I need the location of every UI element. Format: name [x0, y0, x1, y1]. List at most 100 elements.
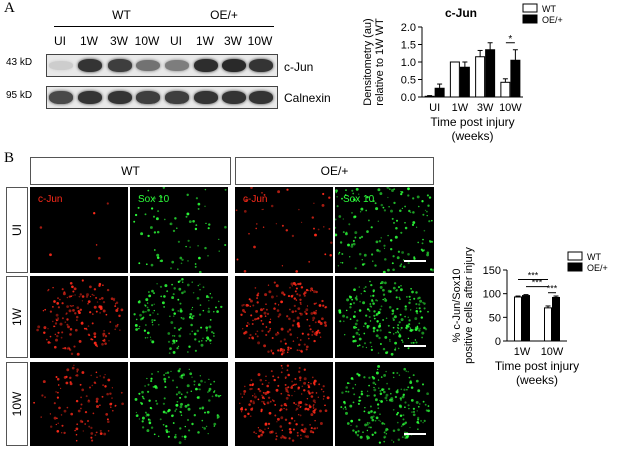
x-tick-label: 3W	[477, 102, 494, 114]
micrograph-10w-3	[235, 362, 333, 446]
cjun-band	[194, 58, 218, 73]
cjun-densitometry-chart: c-Jun 0.0 0.5 1.0 1.5 2.0 Densitometry (au)rel…	[362, 3, 563, 143]
stain-label: Sox 10	[343, 194, 375, 205]
significance-star: ***	[532, 278, 543, 288]
blot-strip-calnexin	[46, 86, 278, 109]
blot-group-wt-line	[54, 26, 172, 27]
bar-oe	[485, 49, 496, 98]
cjun-band	[165, 60, 189, 71]
cjun-band	[49, 61, 73, 70]
legend-swatch	[567, 262, 583, 272]
stain-label: c-Jun	[243, 194, 268, 205]
y-tick-label: 1.0	[401, 57, 416, 69]
legend-swatch	[522, 14, 538, 24]
micrograph-1w-3	[235, 276, 333, 358]
western-blot: WT OE/+ UI 1W 3W 10W UI 1W 3W 10W 43 kD 95 kD c…	[0, 0, 340, 115]
x-tick-label: 10W	[541, 346, 564, 358]
calnexin-band	[49, 91, 73, 104]
bar-wt	[544, 307, 552, 342]
calnexin-band	[222, 90, 246, 105]
bar-wt	[500, 81, 511, 98]
x-axis-label: Time post injury (weeks)	[495, 359, 579, 387]
group-header-oe: OE/+	[235, 157, 434, 185]
lane-label: UI	[54, 34, 66, 48]
row-label-10w: 10W	[6, 362, 28, 446]
significance-star: *	[508, 34, 512, 45]
group-header-wt: WT	[30, 157, 231, 185]
protein-label-cjun: c-Jun	[284, 60, 314, 74]
micrograph-10w-1	[30, 362, 128, 446]
lane-label: 1W	[196, 34, 214, 48]
blot-group-oe-line	[164, 26, 274, 27]
micrograph-1w-2	[130, 276, 228, 358]
calnexin-band	[108, 90, 132, 105]
scale-bar	[404, 260, 426, 262]
y-tick-label: 1.5	[401, 40, 416, 52]
micrograph-ui-1: c-Jun	[30, 187, 128, 273]
cjun-band	[249, 58, 273, 73]
cjun-band	[222, 58, 246, 73]
lane-label: 10W	[134, 34, 160, 48]
y-tick-label: 0	[495, 336, 501, 348]
y-tick-label: 0.5	[401, 75, 416, 87]
calnexin-band	[78, 90, 102, 105]
x-axis-label: Time post injury (weeks)	[430, 115, 514, 143]
bar-oe	[552, 296, 560, 342]
y-tick-label: 0.0	[401, 92, 416, 104]
size-marker-43: 43 kD	[6, 57, 33, 68]
row-label-ui: UI	[6, 187, 28, 273]
cjun-band	[108, 59, 132, 72]
x-tick-label: 10W	[499, 102, 522, 114]
legend-swatch	[522, 3, 538, 13]
size-marker-95: 95 kD	[6, 90, 33, 101]
blot-group-oe: OE/+	[210, 8, 238, 22]
y-axis-label: % c-Jun/Sox10positive cells after injury	[451, 247, 475, 364]
panel-letter-b: B	[4, 150, 15, 166]
bar-wt	[475, 56, 486, 98]
y-tick-label: 150	[483, 265, 501, 277]
y-tick-label: 2.0	[401, 22, 416, 34]
micrograph-ui-2: Sox 10	[130, 187, 228, 273]
legend-swatch	[567, 251, 583, 261]
bar-oe	[510, 59, 521, 98]
bar-wt	[449, 61, 460, 98]
cjun-band	[78, 58, 102, 73]
lane-label: 3W	[224, 34, 242, 48]
calnexin-band	[165, 91, 189, 104]
legend-label: OE/+	[542, 15, 563, 25]
calnexin-band	[136, 91, 160, 104]
scale-bar	[404, 345, 426, 347]
lane-label: UI	[170, 34, 182, 48]
calnexin-band	[194, 90, 218, 105]
bar-oe	[459, 66, 470, 98]
scale-bar	[404, 433, 426, 435]
legend-label: WT	[587, 252, 601, 262]
blot-group-wt: WT	[112, 8, 131, 22]
micrograph-1w-4	[335, 276, 434, 358]
y-tick-label: 100	[483, 289, 501, 301]
bar-wt	[514, 296, 522, 342]
bar-oe	[522, 295, 530, 342]
micrograph-ui-3: c-Jun	[235, 187, 333, 273]
x-tick-label: 1W	[452, 102, 469, 114]
micrograph-1w-1	[30, 276, 128, 358]
micrograph-ui-4: Sox 10	[335, 187, 434, 273]
chart-title: c-Jun	[445, 6, 477, 20]
significance-star: ***	[528, 270, 539, 280]
y-axis-label: Densitometry (au)relative to 1W WT	[362, 18, 386, 106]
stain-label: c-Jun	[38, 194, 63, 205]
calnexin-band	[249, 90, 273, 105]
micrograph-10w-2	[130, 362, 228, 446]
bar-oe	[434, 87, 445, 98]
blot-strip-cjun	[46, 54, 278, 77]
micrograph-10w-4	[335, 362, 434, 446]
lane-label: 3W	[110, 34, 128, 48]
lane-label: 10W	[247, 34, 273, 48]
x-tick-label: 1W	[514, 346, 531, 358]
panel-letter-a: A	[4, 0, 15, 16]
legend-label: OE/+	[587, 263, 608, 273]
cjun-band	[136, 59, 160, 72]
legend-label: WT	[542, 4, 556, 14]
protein-label-calnexin: Calnexin	[284, 91, 331, 105]
significance-star: ***	[547, 284, 558, 294]
